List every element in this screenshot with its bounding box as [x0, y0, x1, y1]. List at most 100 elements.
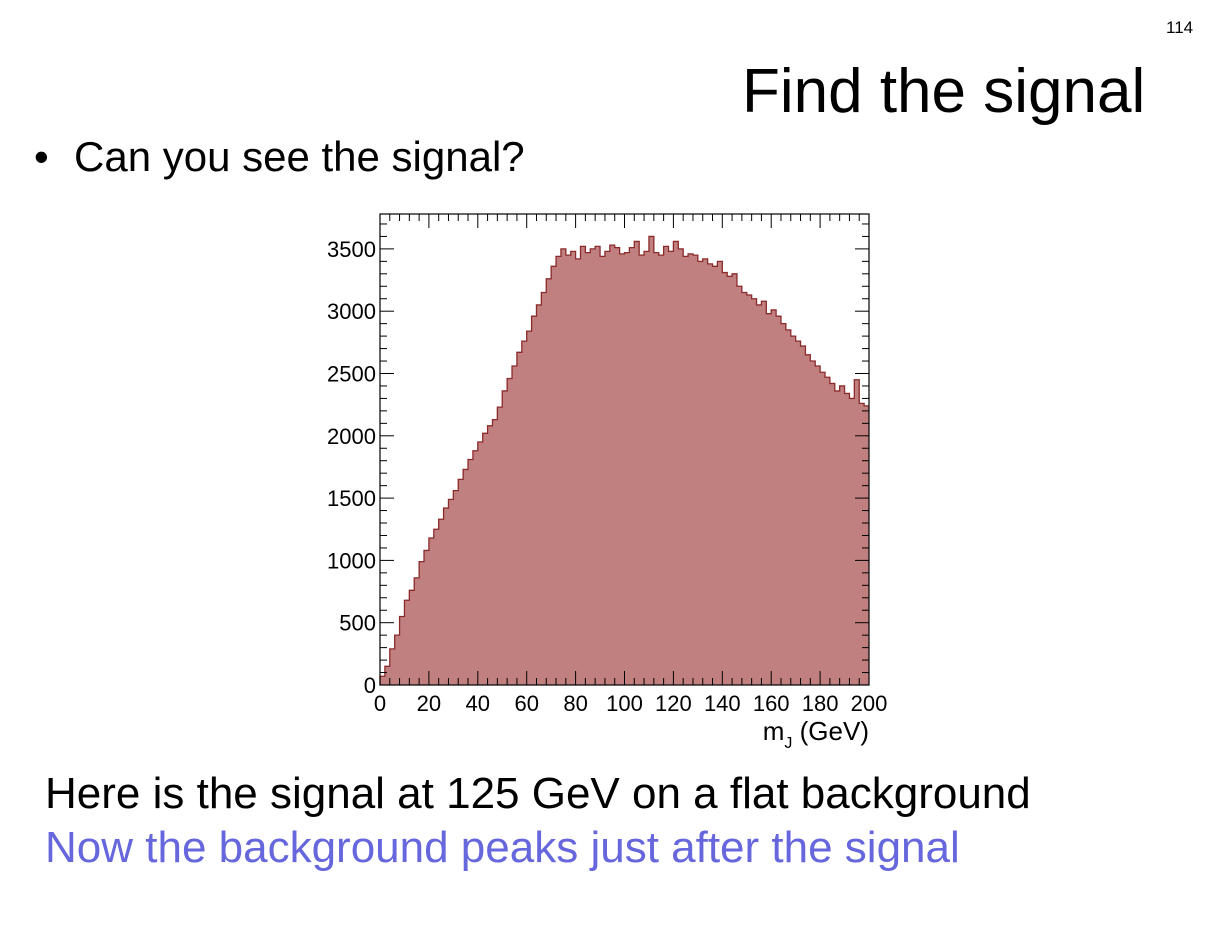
histogram-bin: [683, 256, 689, 685]
histogram-bin: [516, 352, 523, 685]
y-tick-label: 1000: [327, 548, 376, 573]
y-tick-label: 3500: [327, 237, 376, 262]
histogram-bars: [380, 236, 870, 685]
histogram-bin: [834, 390, 841, 685]
y-tick-label: 3000: [327, 299, 376, 324]
x-axis-title-main: m: [763, 716, 785, 746]
histogram-bin: [824, 377, 831, 685]
histogram-bin: [727, 276, 733, 685]
histogram-bin: [766, 313, 772, 685]
x-tick-label: 180: [802, 691, 839, 716]
histogram-bin: [565, 255, 572, 685]
x-tick-labels: 0 20 40 60 80 100 120 140 160 180 200: [374, 691, 887, 716]
x-axis-title-subscript: J: [784, 735, 792, 752]
y-tick-label: 0: [364, 673, 376, 698]
histogram-bin: [463, 469, 469, 685]
histogram-bin: [859, 403, 865, 685]
histogram-bin: [634, 241, 640, 685]
y-tick-label: 1500: [327, 486, 376, 511]
histogram-bin: [595, 246, 601, 685]
histogram-bin: [648, 236, 655, 685]
x-tick-label: 160: [753, 691, 790, 716]
histogram-bin: [785, 329, 792, 685]
bullet-item: • Can you see the signal?: [34, 132, 525, 182]
histogram-bin: [424, 550, 430, 685]
histogram-bin: [487, 425, 493, 685]
x-tick-label: 40: [466, 691, 490, 716]
histogram-bin: [644, 251, 650, 685]
histogram-bin: [556, 256, 562, 685]
histogram-bin: [443, 508, 449, 685]
histogram-bin: [468, 459, 474, 685]
histogram-bin: [756, 304, 762, 685]
histogram-bin: [404, 600, 410, 685]
histogram-bin: [551, 266, 557, 685]
histogram-bin: [546, 278, 552, 685]
y-tick-label: 2000: [327, 424, 376, 449]
histogram-bin: [780, 323, 787, 685]
x-tick-label: 80: [563, 691, 587, 716]
histogram-bin: [639, 255, 645, 685]
axis-ticks: [379, 214, 870, 686]
histogram-bin: [790, 336, 797, 685]
histogram-bin: [507, 378, 513, 685]
histogram-bin: [624, 252, 630, 685]
histogram-bin: [458, 479, 464, 685]
histogram-bin: [629, 247, 635, 685]
histogram-bin: [717, 261, 723, 685]
histogram-bin: [653, 252, 660, 685]
histogram-bin: [438, 519, 444, 685]
histogram-bin: [585, 252, 591, 685]
x-tick-label: 100: [606, 691, 643, 716]
histogram-bin: [531, 316, 537, 685]
histogram-outline: [379, 235, 869, 685]
histogram-bin: [526, 331, 532, 685]
histogram-bin: [692, 255, 699, 685]
histogram-bin: [658, 255, 665, 685]
caption-flat-background: Here is the signal at 125 GeV on a flat …: [45, 769, 1031, 818]
histogram-bin: [609, 245, 616, 685]
histogram-bin: [736, 286, 743, 685]
histogram-bin: [384, 666, 391, 685]
histogram-bin: [668, 251, 674, 685]
histogram-bin: [820, 372, 826, 685]
histogram-bin: [414, 577, 420, 685]
histogram-bin: [751, 298, 757, 685]
y-tick-label: 500: [339, 611, 376, 636]
histogram-bin: [761, 301, 767, 685]
histogram-bin: [771, 309, 777, 685]
slide-title: Find the signal: [742, 57, 1146, 126]
histogram-bin: [854, 379, 860, 685]
histogram-bin: [732, 273, 738, 685]
histogram-bin: [697, 261, 704, 685]
histogram-bin: [419, 561, 425, 685]
histogram-bin: [663, 246, 669, 685]
histogram-bin: [844, 393, 850, 685]
slide-number: 114: [1166, 18, 1194, 37]
x-tick-label: 20: [417, 691, 441, 716]
histogram-bin: [477, 442, 484, 685]
histogram-bin: [389, 648, 396, 685]
bullet-text: Can you see the signal?: [74, 133, 525, 180]
histogram-bin: [409, 590, 415, 685]
histogram-bin: [433, 529, 440, 685]
histogram-bin: [590, 248, 596, 685]
histogram-bin: [800, 346, 806, 685]
histogram-bin: [541, 292, 547, 685]
histogram-bin: [864, 405, 870, 685]
histogram-bin: [472, 450, 479, 685]
histogram-bin: [580, 246, 586, 685]
histogram-bin: [604, 251, 611, 685]
histogram-bin: [702, 258, 709, 685]
histogram-bin: [399, 616, 405, 685]
histogram-bin: [849, 398, 855, 685]
histogram-bin: [600, 256, 606, 685]
histogram-bin: [560, 248, 567, 685]
histogram-bin: [521, 341, 528, 685]
histogram-bin: [497, 407, 503, 685]
histogram-bin: [776, 316, 782, 685]
histogram-bin: [805, 354, 811, 685]
x-tick-label: 120: [655, 691, 692, 716]
histogram-bin: [394, 635, 400, 685]
